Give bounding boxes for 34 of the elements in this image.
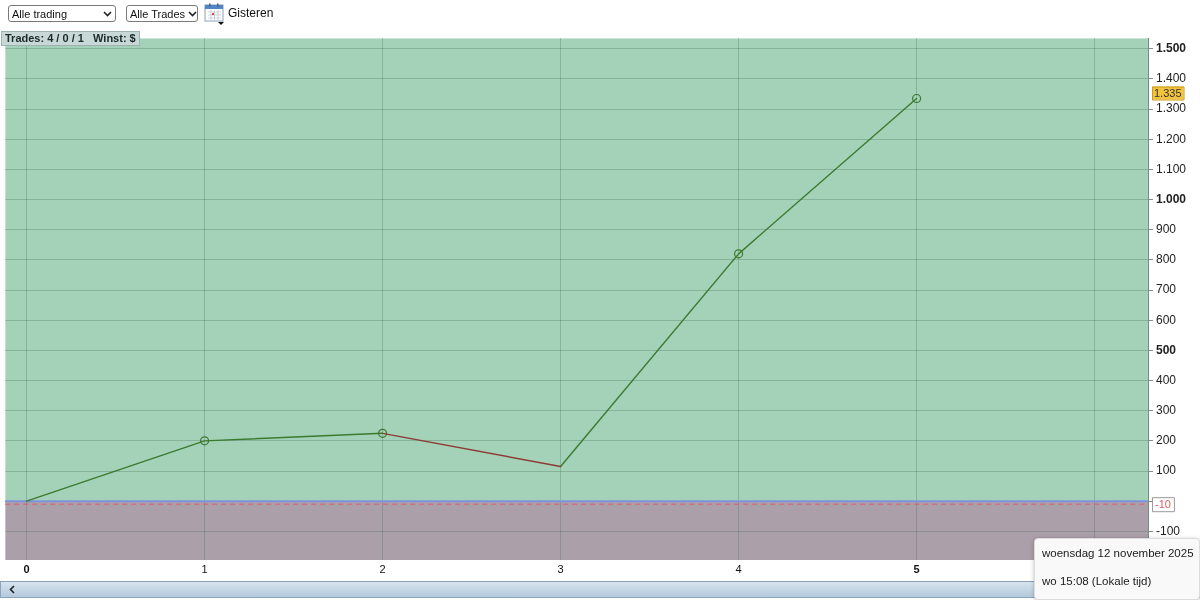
ref-line-label: -10 <box>1155 497 1171 510</box>
y-tick-label: 200 <box>1156 433 1177 448</box>
y-tick-label: 600 <box>1156 312 1177 327</box>
dropdown: Alle Trades <box>126 5 198 22</box>
point <box>377 428 388 438</box>
x-tick-label: 0 <box>23 562 30 575</box>
annotation: woensdag 12 november 2025 <box>1042 546 1195 560</box>
y-tick-label: 300 <box>1156 403 1177 418</box>
x-tick-label: 5 <box>913 562 920 575</box>
y-tick-label: 700 <box>1156 282 1177 297</box>
text: 1.335 <box>1154 86 1182 99</box>
y-tick-label: 100 <box>1156 463 1177 478</box>
point <box>911 93 922 104</box>
y-tick-label: 1.200 <box>1156 131 1187 146</box>
text: Gisteren <box>228 6 274 20</box>
y-tick-label: 1.100 <box>1156 161 1187 176</box>
x-tick-label: 2 <box>379 562 386 575</box>
y-tick-label: 400 <box>1156 372 1177 387</box>
y-tick-label: 1.300 <box>1156 101 1187 116</box>
y-tick-label: 800 <box>1156 252 1177 267</box>
dropdown: Alle trading <box>8 5 116 22</box>
point <box>199 436 210 446</box>
point <box>733 249 744 259</box>
annotation: Trades: 4 / 0 / 1 Winst: $ <box>1 31 140 46</box>
tooltip: woensdag 12 november 2025 wo 15:08 (Lokale tijd) <box>1034 538 1200 600</box>
y-tick-label: -100 <box>1156 523 1181 538</box>
y-tick-label: 1.400 <box>1156 71 1187 86</box>
y-tick-label: 1.000 <box>1156 191 1187 206</box>
y-tick-label: 1.500 <box>1156 41 1187 56</box>
y-tick-label: 500 <box>1156 342 1177 357</box>
y-tick-label: 900 <box>1156 222 1177 237</box>
x-tick-label: 1 <box>201 562 208 575</box>
x-tick-label: 4 <box>735 562 742 575</box>
x-tick-label: 3 <box>557 562 564 575</box>
